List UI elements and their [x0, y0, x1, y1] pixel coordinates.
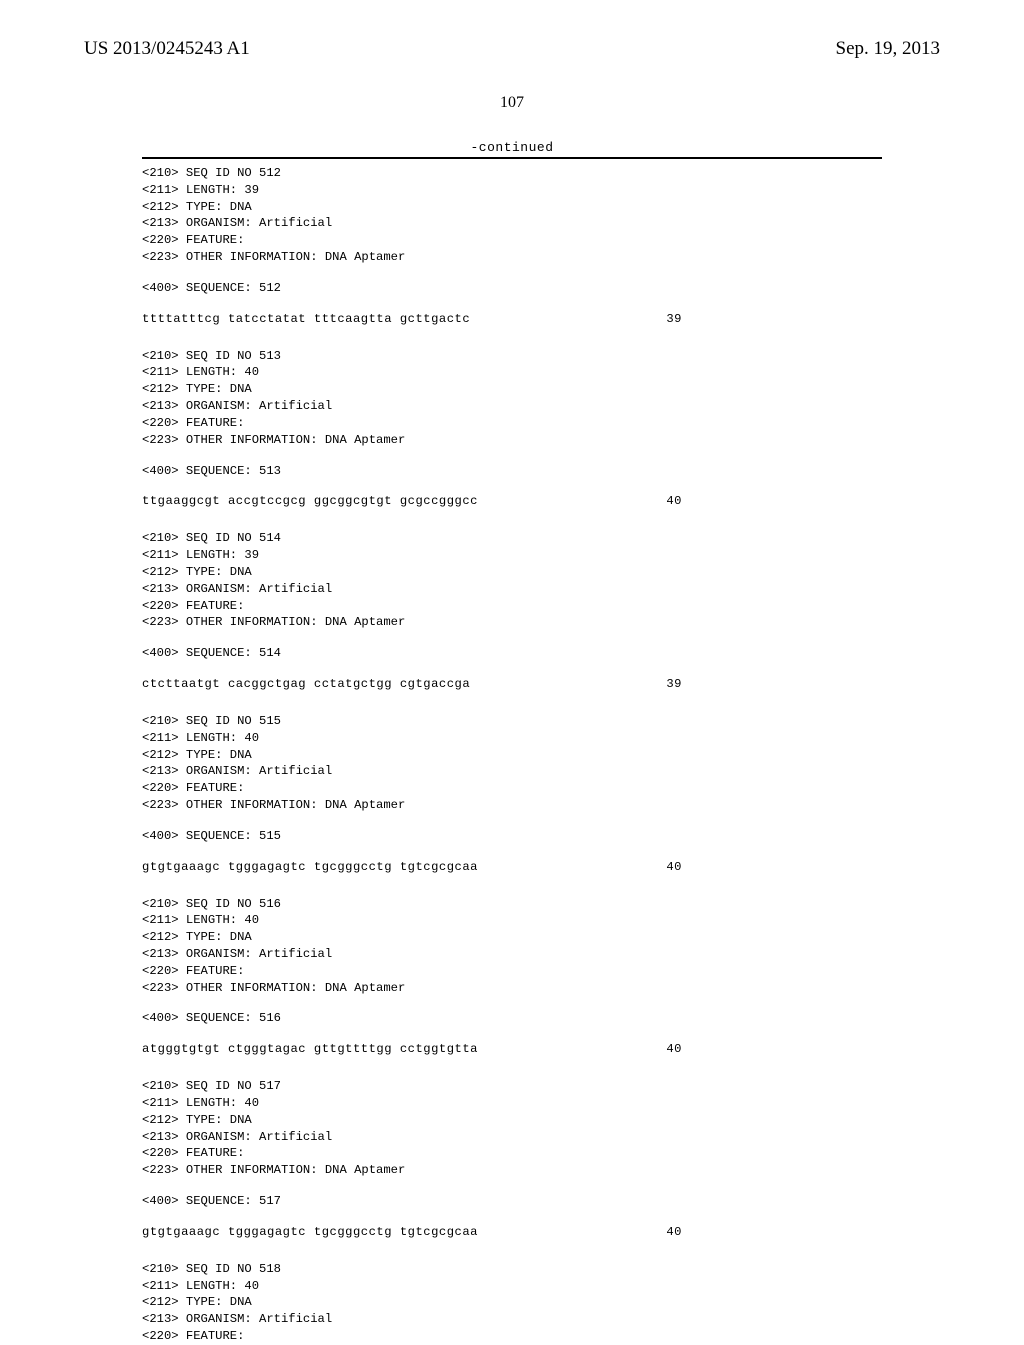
page-number: 107 [0, 94, 1024, 112]
organism-line: <213> ORGANISM: Artificial [142, 946, 882, 963]
type-line: <212> TYPE: DNA [142, 1112, 882, 1129]
seq-id-line: <210> SEQ ID NO 512 [142, 165, 882, 182]
sequence-label: <400> SEQUENCE: 513 [142, 463, 882, 480]
seq-id-line: <210> SEQ ID NO 517 [142, 1078, 882, 1095]
sequence-position: 40 [666, 1224, 882, 1241]
sequence-position: 39 [666, 676, 882, 693]
sequence-text: ttgaaggcgt accgtccgcg ggcggcgtgt gcgccgg… [142, 493, 478, 510]
sequence-label: <400> SEQUENCE: 512 [142, 280, 882, 297]
sequence-row: ctcttaatgt cacggctgag cctatgctgg cgtgacc… [142, 676, 882, 693]
sequence-record: <210> SEQ ID NO 515 <211> LENGTH: 40 <21… [142, 713, 882, 876]
type-line: <212> TYPE: DNA [142, 381, 882, 398]
type-line: <212> TYPE: DNA [142, 929, 882, 946]
sequence-label: <400> SEQUENCE: 516 [142, 1010, 882, 1027]
other-info-line: <223> OTHER INFORMATION: DNA Aptamer [142, 1162, 882, 1179]
length-line: <211> LENGTH: 40 [142, 364, 882, 381]
length-line: <211> LENGTH: 40 [142, 912, 882, 929]
sequence-record: <210> SEQ ID NO 513 <211> LENGTH: 40 <21… [142, 348, 882, 511]
sequence-text: ttttatttcg tatcctatat tttcaagtta gcttgac… [142, 311, 470, 328]
sequence-position: 40 [666, 1041, 882, 1058]
length-line: <211> LENGTH: 39 [142, 547, 882, 564]
feature-line: <220> FEATURE: [142, 415, 882, 432]
sequence-text: gtgtgaaagc tgggagagtc tgcgggcctg tgtcgcg… [142, 1224, 478, 1241]
length-line: <211> LENGTH: 40 [142, 1278, 882, 1295]
organism-line: <213> ORGANISM: Artificial [142, 1129, 882, 1146]
sequence-label: <400> SEQUENCE: 517 [142, 1193, 882, 1210]
seq-id-line: <210> SEQ ID NO 515 [142, 713, 882, 730]
other-info-line: <223> OTHER INFORMATION: DNA Aptamer [142, 614, 882, 631]
sequence-text: gtgtgaaagc tgggagagtc tgcgggcctg tgtcgcg… [142, 859, 478, 876]
type-line: <212> TYPE: DNA [142, 747, 882, 764]
sequence-row: atgggtgtgt ctgggtagac gttgttttgg cctggtg… [142, 1041, 882, 1058]
feature-line: <220> FEATURE: [142, 1145, 882, 1162]
sequence-position: 40 [666, 859, 882, 876]
feature-line: <220> FEATURE: [142, 232, 882, 249]
length-line: <211> LENGTH: 40 [142, 730, 882, 747]
feature-line: <220> FEATURE: [142, 963, 882, 980]
seq-id-line: <210> SEQ ID NO 516 [142, 896, 882, 913]
sequence-label: <400> SEQUENCE: 515 [142, 828, 882, 845]
type-line: <212> TYPE: DNA [142, 564, 882, 581]
other-info-line: <223> OTHER INFORMATION: DNA Aptamer [142, 249, 882, 266]
sequence-record: <210> SEQ ID NO 514 <211> LENGTH: 39 <21… [142, 530, 882, 693]
sequence-row: ttttatttcg tatcctatat tttcaagtta gcttgac… [142, 311, 882, 328]
type-line: <212> TYPE: DNA [142, 199, 882, 216]
sequence-record: <210> SEQ ID NO 512 <211> LENGTH: 39 <21… [142, 165, 882, 328]
sequence-listing: <210> SEQ ID NO 512 <211> LENGTH: 39 <21… [142, 165, 882, 1345]
sequence-record: <210> SEQ ID NO 516 <211> LENGTH: 40 <21… [142, 896, 882, 1059]
sequence-record-partial: <210> SEQ ID NO 518 <211> LENGTH: 40 <21… [142, 1261, 882, 1345]
length-line: <211> LENGTH: 40 [142, 1095, 882, 1112]
organism-line: <213> ORGANISM: Artificial [142, 581, 882, 598]
sequence-record: <210> SEQ ID NO 517 <211> LENGTH: 40 <21… [142, 1078, 882, 1241]
type-line: <212> TYPE: DNA [142, 1294, 882, 1311]
sequence-label: <400> SEQUENCE: 514 [142, 645, 882, 662]
publication-number: US 2013/0245243 A1 [84, 38, 250, 60]
organism-line: <213> ORGANISM: Artificial [142, 763, 882, 780]
seq-id-line: <210> SEQ ID NO 518 [142, 1261, 882, 1278]
other-info-line: <223> OTHER INFORMATION: DNA Aptamer [142, 432, 882, 449]
organism-line: <213> ORGANISM: Artificial [142, 398, 882, 415]
publication-date: Sep. 19, 2013 [836, 38, 941, 60]
sequence-row: gtgtgaaagc tgggagagtc tgcgggcctg tgtcgcg… [142, 1224, 882, 1241]
other-info-line: <223> OTHER INFORMATION: DNA Aptamer [142, 980, 882, 997]
organism-line: <213> ORGANISM: Artificial [142, 215, 882, 232]
page-header: US 2013/0245243 A1 Sep. 19, 2013 [0, 0, 1024, 60]
sequence-row: gtgtgaaagc tgggagagtc tgcgggcctg tgtcgcg… [142, 859, 882, 876]
seq-id-line: <210> SEQ ID NO 514 [142, 530, 882, 547]
feature-line: <220> FEATURE: [142, 598, 882, 615]
length-line: <211> LENGTH: 39 [142, 182, 882, 199]
top-divider [142, 157, 882, 159]
sequence-text: atgggtgtgt ctgggtagac gttgttttgg cctggtg… [142, 1041, 478, 1058]
feature-line: <220> FEATURE: [142, 1328, 882, 1345]
continued-label: -continued [0, 140, 1024, 155]
sequence-row: ttgaaggcgt accgtccgcg ggcggcgtgt gcgccgg… [142, 493, 882, 510]
sequence-text: ctcttaatgt cacggctgag cctatgctgg cgtgacc… [142, 676, 470, 693]
seq-id-line: <210> SEQ ID NO 513 [142, 348, 882, 365]
feature-line: <220> FEATURE: [142, 780, 882, 797]
sequence-position: 40 [666, 493, 882, 510]
other-info-line: <223> OTHER INFORMATION: DNA Aptamer [142, 797, 882, 814]
sequence-position: 39 [666, 311, 882, 328]
